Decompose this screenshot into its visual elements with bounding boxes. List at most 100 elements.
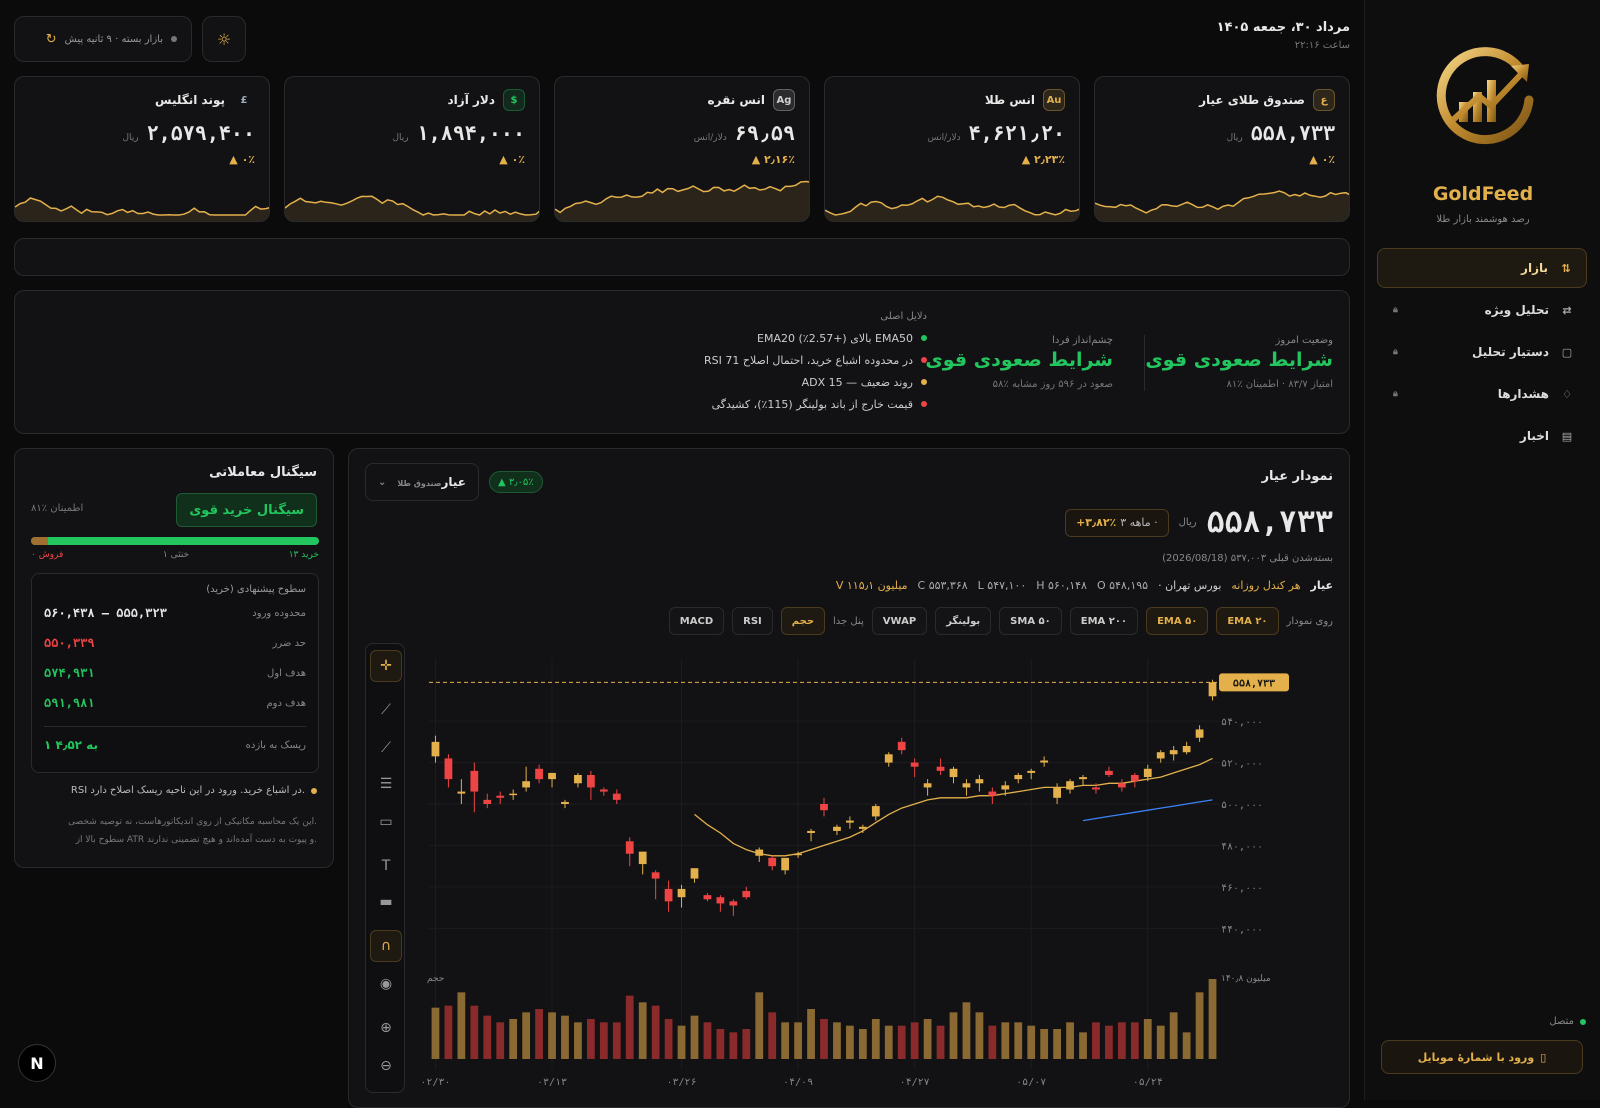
asset-change: ▲ ۰٪ <box>229 153 255 166</box>
candle <box>1079 777 1087 780</box>
theme-toggle-button[interactable]: ☼ <box>202 16 246 62</box>
period-label: ۳ ماهه · <box>1120 516 1158 529</box>
candle <box>936 766 945 771</box>
price-card[interactable]: £ پوند انگلیس ۲,۵۷۹,۴۰۰ ریال ▲ ۰٪ <box>14 76 270 222</box>
indicator-ema20[interactable]: EMA ۲۰ <box>1216 607 1279 635</box>
candle <box>535 768 543 780</box>
candle <box>923 783 932 788</box>
reason-text: RSI 71 در محدوده اشباع خرید، احتمال اصلا… <box>703 353 913 367</box>
sidebar-item-alerts[interactable]: ♢ هشدارها 🔒︎ <box>1377 374 1587 414</box>
price-card[interactable]: ع صندوق طلای عیار ۵۵۸,۷۳۳ ریال ▲ ۰٪ <box>1094 76 1350 222</box>
candle <box>444 758 453 780</box>
sparkline <box>1095 190 1349 221</box>
indicator-toolbar: روی نمودار EMA ۲۰ EMA ۵۰ EMA ۲۰۰ SMA ۵۰ … <box>668 607 1333 635</box>
symbol-select[interactable]: عیارصندوق طلا ⌄ <box>365 463 479 501</box>
level-value: ۵۹۱,۹۸۱ <box>44 696 95 710</box>
disclaimer: این یک محاسبه مکانیکی از روی اندیکاتورها… <box>29 813 317 849</box>
reason-dot <box>921 335 927 341</box>
sidebar-item-assistant[interactable]: ▢ دستیار تحلیل 🔒︎ <box>1377 332 1587 372</box>
connection-label: متصل <box>1549 1016 1574 1027</box>
fib-tool-icon[interactable]: ☰ <box>379 776 393 792</box>
reason-dot <box>921 401 927 407</box>
trendline-tool-icon[interactable]: ⟋ <box>381 702 391 718</box>
tomorrow-status: شرایط صعودی قوی <box>925 349 1113 371</box>
candle <box>716 897 725 904</box>
sidebar-item-news[interactable]: ▤ اخبار <box>1377 416 1587 456</box>
indicator-vwap[interactable]: VWAP <box>871 607 928 635</box>
candle <box>574 775 582 784</box>
candle <box>975 779 984 784</box>
level-row: حد ضرر ۵۵۰,۳۳۹ <box>44 636 306 650</box>
volume-bar <box>561 1015 569 1059</box>
lock-icon: 🔒︎ <box>1393 347 1398 357</box>
volume-bar <box>1143 1019 1152 1059</box>
indicator-ema200[interactable]: EMA ۲۰۰ <box>1069 607 1139 635</box>
panel-rsi[interactable]: RSI <box>732 607 773 635</box>
rectangle-tool-icon[interactable]: ▭ <box>379 814 393 830</box>
eye-icon[interactable]: ◉ <box>379 976 393 992</box>
next-logo-icon[interactable]: N <box>18 1044 56 1082</box>
sun-icon: ☼ <box>216 29 232 49</box>
crosshair-tool-icon[interactable]: ✛ <box>370 650 402 682</box>
candle <box>677 888 686 898</box>
x-tick-label: ۰۴/۲۷ <box>900 1077 930 1088</box>
candle <box>1092 787 1100 790</box>
buy-count: خرید ۱۳ <box>288 550 319 560</box>
asset-name: انس طلا <box>984 93 1035 107</box>
volume-bar <box>574 1022 582 1059</box>
volume-bar <box>807 1009 815 1059</box>
sparkline-area <box>555 181 809 221</box>
brand-tagline: رصد هوشمند بازار طلا <box>1436 214 1530 225</box>
warning-dot <box>311 787 317 794</box>
asset-name: پوند انگلیس <box>154 93 225 107</box>
text-tool-icon[interactable]: T <box>381 858 391 874</box>
volume-bar <box>535 1009 543 1059</box>
sparkline-line <box>555 180 809 214</box>
indicator-sma50[interactable]: SMA ۵۰ <box>999 607 1062 635</box>
panel-volume[interactable]: حجم <box>780 607 826 635</box>
volume-bar <box>509 1019 518 1059</box>
volume-bar <box>703 1022 712 1059</box>
ruler-tool-icon[interactable]: ▬ <box>379 894 393 910</box>
symbol-sub: صندوق طلا <box>397 479 442 488</box>
candle <box>1182 746 1191 753</box>
zoom-out-icon[interactable]: ⊖ <box>380 1058 392 1074</box>
volume-bar <box>470 1005 479 1059</box>
volume-bar <box>988 1025 997 1059</box>
ohlc-legend: عیار هر کندل روزانه · بورس تهران O ۵۴۸,۱… <box>836 579 1333 592</box>
level-key: هدف دوم <box>266 697 306 709</box>
mobile-login-button[interactable]: ورود با شمارهٔ موبایل ▯ <box>1381 1040 1583 1074</box>
today-score: امتیاز ۸۳/۷ · اطمینان ٪۸۱ <box>1226 379 1334 390</box>
panel-macd[interactable]: MACD <box>668 607 725 635</box>
candlestick-chart[interactable]: ۵۴۰,۰۰۰ ۵۲۰,۰۰۰ ۵۰۰,۰۰۰ ۴۸۰,۰۰۰ ۴۶۰,۰۰۰ ۴۴۰,۰… <box>419 649 1319 1089</box>
volume-bar <box>1079 1032 1087 1059</box>
x-tick-label: ۰۵/۲۴ <box>1133 1077 1163 1088</box>
gauge-labels: خرید ۱۳ خنثی ۱ فروش ۰ <box>31 550 319 560</box>
asset-change: ▲ ۲٫۱۶٪ <box>751 153 795 166</box>
sidebar-item-special-analysis[interactable]: ⇄ تحلیل ویژه 🔒︎ <box>1377 290 1587 330</box>
refresh-icon[interactable]: ↻ <box>45 31 57 47</box>
y-tick-label: ۴۶۰,۰۰۰ <box>1221 883 1263 894</box>
candle <box>871 806 880 817</box>
ray-tool-icon[interactable]: ⟋ <box>381 740 391 756</box>
candle <box>483 799 492 804</box>
magnet-tool-icon[interactable]: ∩ <box>370 930 402 962</box>
indicator-ema50[interactable]: EMA ۵۰ <box>1146 607 1209 635</box>
zoom-in-icon[interactable]: ⊕ <box>380 1020 392 1036</box>
x-tick-label: ۰۳/۱۳ <box>537 1077 567 1088</box>
price-card[interactable]: $ دلار آزاد ۱,۸۹۴,۰۰۰ ریال ▲ ۰٪ <box>284 76 540 222</box>
sidebar-item-market[interactable]: ⇅ بازار <box>1377 248 1587 288</box>
candle <box>794 853 802 856</box>
disclaimer-line: سطوح بالا از ATR و پیوت به دست آمده‌اند … <box>75 835 317 845</box>
candle <box>522 781 531 788</box>
volume-bar <box>1027 1025 1036 1059</box>
price-card[interactable]: Au انس طلا ۴,۶۲۱٫۲۰ دلار/انس ▲ ۲٫۲۳٪ <box>824 76 1080 222</box>
indicator-bollinger[interactable]: بولینگر <box>935 607 992 635</box>
sparkline <box>825 195 1079 221</box>
status-dot <box>1580 1018 1586 1025</box>
sparkline-line <box>15 197 269 216</box>
sparkline <box>555 180 809 221</box>
volume-bar <box>755 992 764 1059</box>
price-card[interactable]: Ag انس نقره ۶۹٫۵۹ دلار/انس ▲ ۲٫۱۶٪ <box>554 76 810 222</box>
chart-title: نمودار عیار <box>1261 469 1333 484</box>
